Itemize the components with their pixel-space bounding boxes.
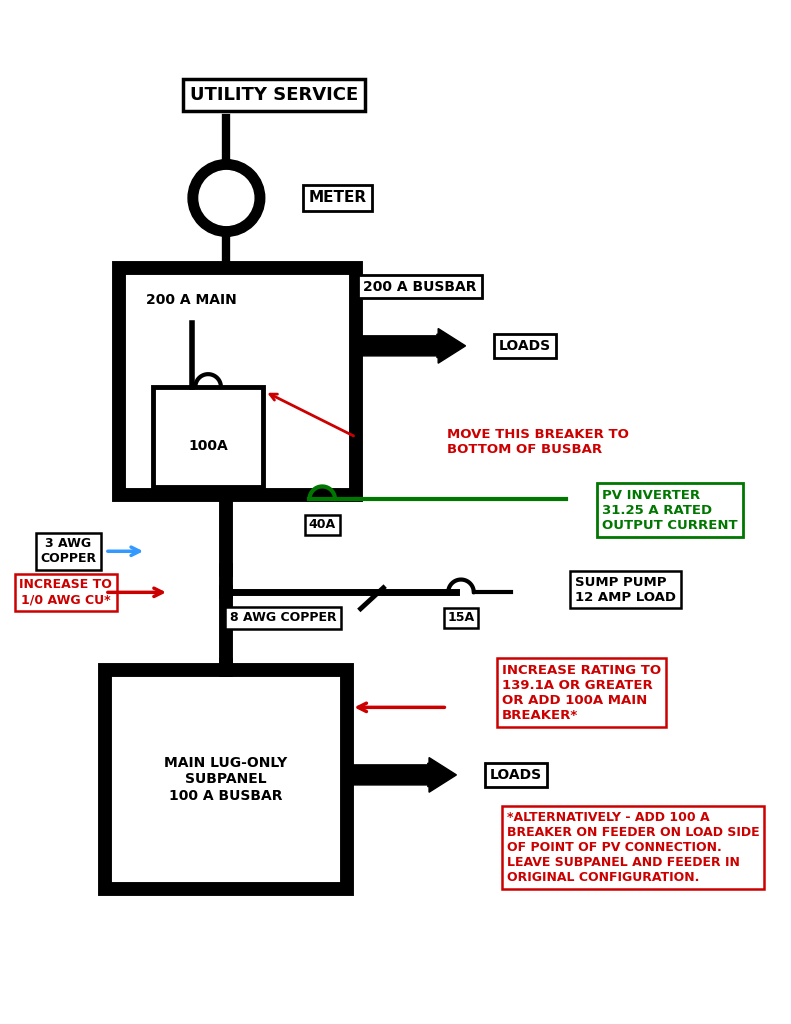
Text: 8 AWG COPPER: 8 AWG COPPER (229, 611, 336, 625)
Text: 40A: 40A (308, 518, 336, 531)
Circle shape (188, 160, 265, 237)
Text: 200 A BUSBAR: 200 A BUSBAR (363, 280, 477, 294)
Text: SUMP PUMP
12 AMP LOAD: SUMP PUMP 12 AMP LOAD (575, 575, 676, 603)
Text: MOVE THIS BREAKER TO
BOTTOM OF BUSBAR: MOVE THIS BREAKER TO BOTTOM OF BUSBAR (447, 428, 629, 456)
Text: METER: METER (308, 190, 367, 206)
Text: INCREASE TO
1/0 AWG CU*: INCREASE TO 1/0 AWG CU* (19, 579, 112, 606)
Bar (153, 387, 263, 487)
Text: UTILITY SERVICE: UTILITY SERVICE (190, 86, 358, 103)
Circle shape (199, 171, 254, 225)
Text: LOADS: LOADS (499, 339, 551, 353)
Text: 3 AWG
COPPER: 3 AWG COPPER (40, 538, 97, 565)
Polygon shape (356, 329, 466, 364)
Bar (119, 268, 356, 495)
Polygon shape (347, 758, 456, 793)
Text: 15A: 15A (448, 611, 475, 625)
Text: PV INVERTER
31.25 A RATED
OUTPUT CURRENT: PV INVERTER 31.25 A RATED OUTPUT CURRENT (603, 488, 738, 531)
Text: LOADS: LOADS (490, 768, 542, 782)
Bar (105, 670, 347, 889)
Text: MAIN LUG-ONLY
SUBPANEL
100 A BUSBAR: MAIN LUG-ONLY SUBPANEL 100 A BUSBAR (165, 757, 288, 803)
Text: INCREASE RATING TO
139.1A OR GREATER
OR ADD 100A MAIN
BREAKER*: INCREASE RATING TO 139.1A OR GREATER OR … (502, 664, 661, 722)
Text: *ALTERNATIVELY - ADD 100 A
BREAKER ON FEEDER ON LOAD SIDE
OF POINT OF PV CONNECT: *ALTERNATIVELY - ADD 100 A BREAKER ON FE… (507, 811, 759, 885)
Text: 100A: 100A (188, 439, 228, 454)
Text: 200 A MAIN: 200 A MAIN (146, 293, 237, 307)
